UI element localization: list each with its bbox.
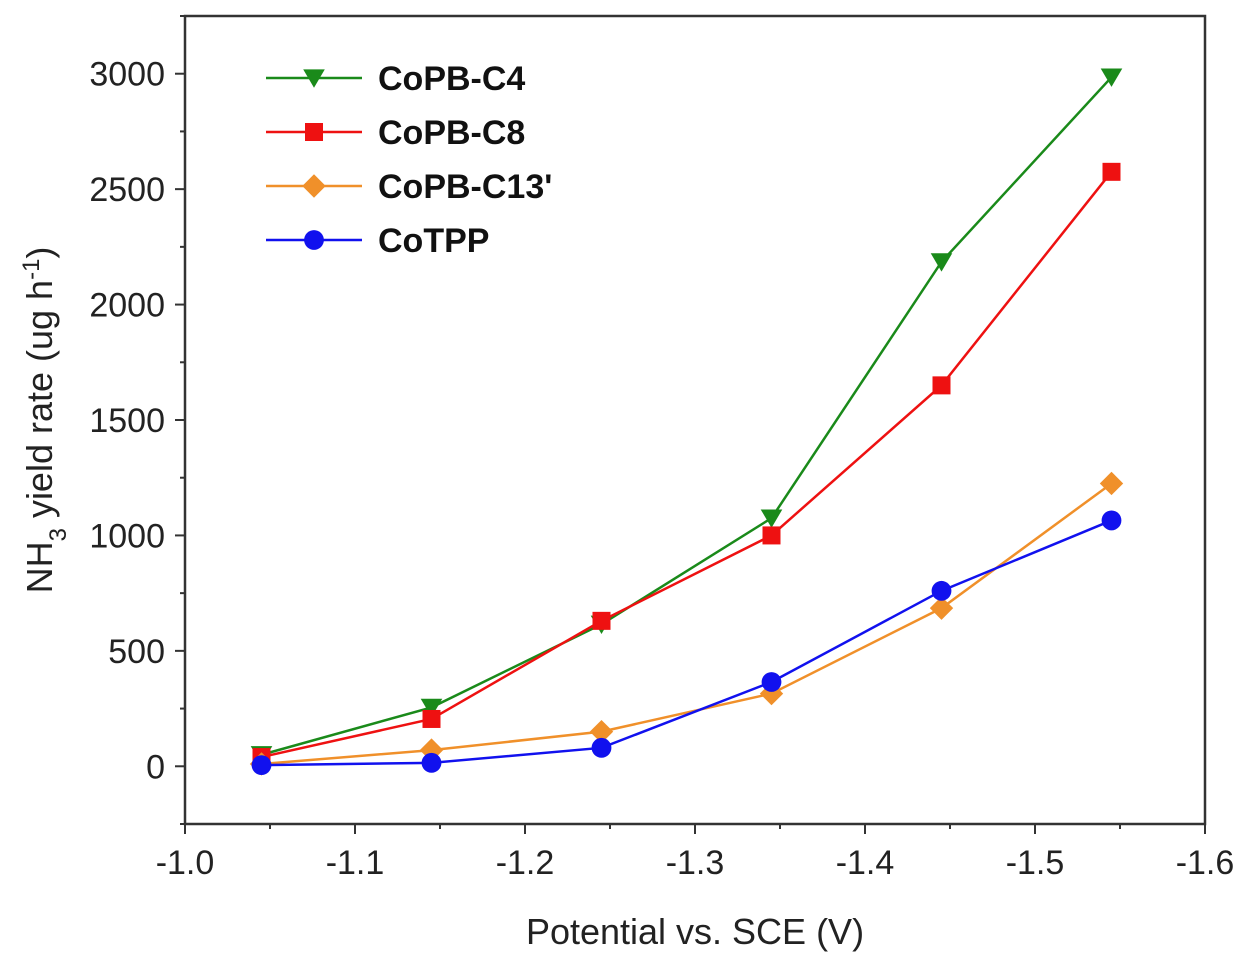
legend-marker [304, 230, 324, 250]
y-tick-label: 3000 [89, 56, 165, 94]
legend-marker [303, 69, 325, 88]
x-tick-label: -1.1 [326, 844, 385, 882]
data-point-copb-c8 [932, 376, 951, 395]
series-copb-c8 [252, 162, 1121, 767]
series-line-copb-c8 [261, 171, 1113, 759]
data-point-copb-c8 [1102, 162, 1121, 181]
x-axis-title: Potential vs. SCE (V) [526, 911, 864, 952]
x-tick-label: -1.2 [496, 844, 555, 882]
legend-label: CoPB-C4 [378, 60, 525, 98]
series-cotpp [251, 510, 1122, 776]
data-point-copb-c13 [589, 719, 614, 744]
legend-marker [302, 174, 326, 198]
data-point-copb-c8 [592, 611, 611, 630]
data-point-copb-c4 [760, 509, 783, 528]
legend-item: CoPB-C4 [266, 60, 525, 98]
legend-label: CoPB-C13' [378, 168, 552, 206]
x-axis-ticks: -1.0 -1.1 -1.2 -1.3 -1.4 -1.5 -1.6 [156, 824, 1234, 882]
y-tick-label: 1000 [89, 517, 165, 555]
data-point-copb-c4 [930, 253, 953, 272]
data-point-copb-c8 [422, 709, 441, 728]
y-tick-label: 2500 [89, 171, 165, 209]
y-tick-label: 2000 [89, 287, 165, 325]
data-point-cotpp [761, 672, 782, 692]
x-tick-label: -1.6 [1176, 844, 1234, 882]
x-tick-label: -1.3 [666, 844, 725, 882]
y-tick-label: 500 [108, 633, 165, 671]
legend-item: CoPB-C8 [266, 114, 525, 152]
series-line-copb-c13 [261, 482, 1113, 766]
series-line-cotpp [261, 519, 1112, 767]
legend-marker [305, 123, 323, 141]
legend-label: CoTPP [378, 222, 489, 260]
x-tick-label: -1.5 [1006, 844, 1065, 882]
y-axis-title-superscript: -1 [18, 259, 45, 280]
x-tick-label: -1.4 [836, 844, 895, 882]
plot-frame [183, 14, 1207, 826]
y-axis-ticks: 0 500 1000 1500 2000 2500 3000 [89, 15, 185, 825]
data-point-cotpp [251, 755, 272, 776]
y-tick-label: 1500 [89, 402, 165, 440]
data-point-copb-c8 [762, 526, 781, 545]
series-line-copb-c4 [261, 76, 1113, 756]
legend: CoPB-C4 CoPB-C8 CoPB-C13' CoTPP [266, 60, 552, 260]
y-axis-title-middle: yield rate (ug h [19, 280, 60, 528]
legend-label: CoPB-C8 [378, 114, 525, 152]
legend-item: CoTPP [266, 222, 489, 260]
data-point-copb-c4 [1100, 68, 1123, 87]
x-tick-label: -1.0 [156, 844, 215, 882]
y-tick-label: 0 [146, 748, 165, 786]
y-axis-title: NH3 yield rate (ug h-1) [18, 247, 72, 594]
data-point-cotpp [1101, 510, 1122, 531]
data-point-copb-c13 [929, 596, 954, 620]
data-point-cotpp [931, 580, 952, 601]
y-axis-title-prefix: NH [19, 541, 60, 593]
y-axis-title-suffix: ) [19, 247, 60, 259]
series-layer [249, 68, 1124, 776]
y-axis-title-subscript: 3 [45, 528, 72, 541]
legend-item: CoPB-C13' [266, 168, 552, 206]
data-point-cotpp [421, 752, 442, 773]
data-point-cotpp [591, 737, 612, 758]
data-point-copb-c4 [420, 698, 443, 718]
data-point-copb-c13 [1099, 471, 1124, 496]
